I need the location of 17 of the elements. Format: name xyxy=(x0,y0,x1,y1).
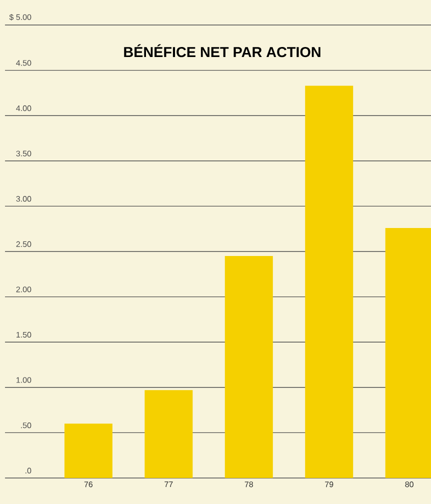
x-tick-label: 78 xyxy=(244,482,253,488)
x-tick-label: 79 xyxy=(325,482,334,488)
y-tick-label: 2.50 xyxy=(16,241,32,247)
y-tick-label: 2.00 xyxy=(16,286,32,292)
y-tick-label: .50 xyxy=(21,422,32,428)
y-tick-label: 1.50 xyxy=(16,332,32,338)
y-tick-label: 4.50 xyxy=(16,60,32,66)
x-tick-label: 77 xyxy=(164,482,173,488)
y-tick-label: 1.00 xyxy=(16,377,32,383)
y-tick-label: 4.00 xyxy=(16,105,32,112)
y-tick-label: 3.00 xyxy=(16,196,32,202)
x-tick-label: 76 xyxy=(84,482,93,488)
y-tick-label: 3.50 xyxy=(16,150,32,156)
y-tick-label: .0 xyxy=(26,468,32,474)
x-tick-label: 80 xyxy=(405,482,414,488)
y-tick-label: $ 5.00 xyxy=(9,14,32,20)
text: BÉNÉFICE NET PAR ACTION xyxy=(124,44,320,58)
